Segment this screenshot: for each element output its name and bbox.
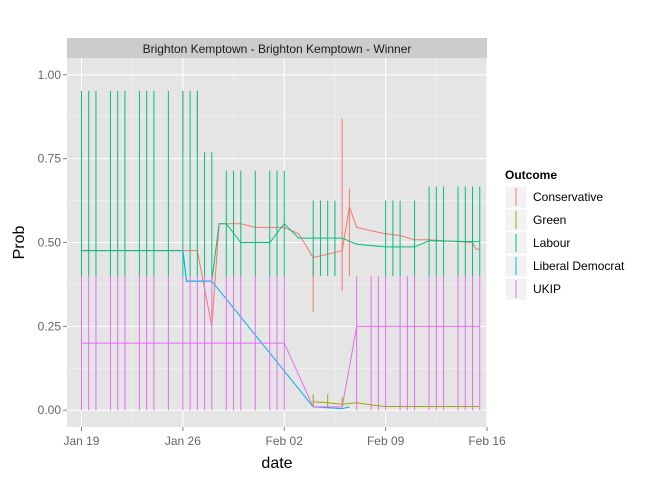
legend-label: Liberal Democrat <box>533 259 625 273</box>
x-axis-title: date <box>261 455 292 472</box>
y-tick-label: 0.50 <box>38 236 62 250</box>
y-axis: 0.00 0.25 0.50 0.75 1.00 <box>38 68 67 417</box>
series-line <box>182 250 350 410</box>
series-line <box>313 401 480 407</box>
legend-item: Liberal Democrat <box>504 254 625 278</box>
legend-item: Green <box>504 208 566 232</box>
series-liberal-democrat <box>182 250 350 410</box>
x-tick-label: Jan 26 <box>165 434 201 448</box>
series-layer <box>80 90 481 411</box>
x-axis: Jan 19 Jan 26 Feb 02 Feb 09 Feb 16 <box>63 427 506 448</box>
series-ukip <box>80 276 481 411</box>
series-labour <box>80 90 481 282</box>
x-tick-label: Jan 19 <box>63 434 99 448</box>
y-tick-label: 0.75 <box>38 152 62 166</box>
facet-strip <box>67 38 487 58</box>
x-tick-label: Feb 16 <box>468 434 506 448</box>
legend-item: Labour <box>504 231 570 255</box>
legend-label: Green <box>533 213 566 227</box>
legend-label: Labour <box>533 236 570 250</box>
x-tick-label: Feb 09 <box>367 434 405 448</box>
x-tick-label: Feb 02 <box>266 434 304 448</box>
legend-title: Outcome <box>505 168 557 182</box>
y-axis-title: Prob <box>11 226 28 260</box>
legend-label: UKIP <box>533 282 561 296</box>
y-tick-label: 0.25 <box>38 319 62 333</box>
series-line <box>81 325 480 408</box>
y-tick-label: 0.00 <box>38 403 62 417</box>
y-tick-label: 1.00 <box>38 68 62 82</box>
legend-item: Conservative <box>504 185 603 209</box>
chart-title: Brighton Kemptown - Brighton Kemptown - … <box>143 42 412 56</box>
legend-item: UKIP <box>504 277 561 301</box>
legend: Outcome Conservative Green Labour Liberal D… <box>504 168 625 301</box>
legend-label: Conservative <box>533 190 603 204</box>
